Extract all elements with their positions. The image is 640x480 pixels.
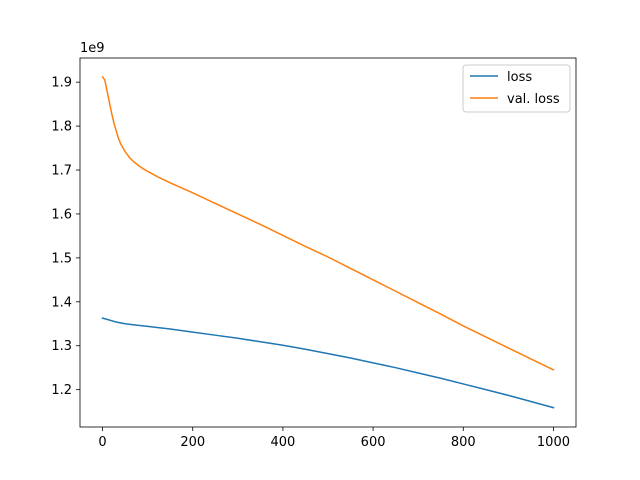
series-line-loss	[101, 317, 555, 409]
y-axis: 1.2 1.3 1.4 1.5 1.6 1.7 1.8 1.9	[51, 76, 80, 398]
y-tick-label: 1.5	[51, 251, 72, 266]
legend: loss val. loss	[462, 64, 571, 113]
y-tick-label: 1.3	[51, 339, 72, 354]
x-tick-label: 0	[98, 435, 106, 450]
x-tick-label: 1000	[537, 435, 570, 450]
series-line-val-loss	[101, 75, 555, 371]
x-tick-label: 400	[270, 435, 295, 450]
plot-area	[80, 58, 576, 427]
y-tick-label: 1.7	[51, 164, 72, 179]
series-layer	[101, 75, 555, 409]
y-offset-label: 1e9	[80, 41, 105, 56]
axes-frame	[79, 57, 577, 428]
legend-label-val-loss: val. loss	[507, 92, 560, 107]
x-axis: 0 200 400 600 800 1000	[98, 427, 570, 450]
y-tick-label: 1.6	[51, 207, 72, 222]
x-tick-label: 200	[180, 435, 205, 450]
x-tick-label: 800	[451, 435, 476, 450]
y-tick-label: 1.4	[51, 295, 72, 310]
y-tick-label: 1.2	[51, 383, 72, 398]
x-tick-label: 600	[361, 435, 386, 450]
y-tick-label: 1.9	[51, 76, 72, 91]
legend-label-loss: loss	[507, 70, 532, 85]
y-tick-label: 1.8	[51, 120, 72, 135]
